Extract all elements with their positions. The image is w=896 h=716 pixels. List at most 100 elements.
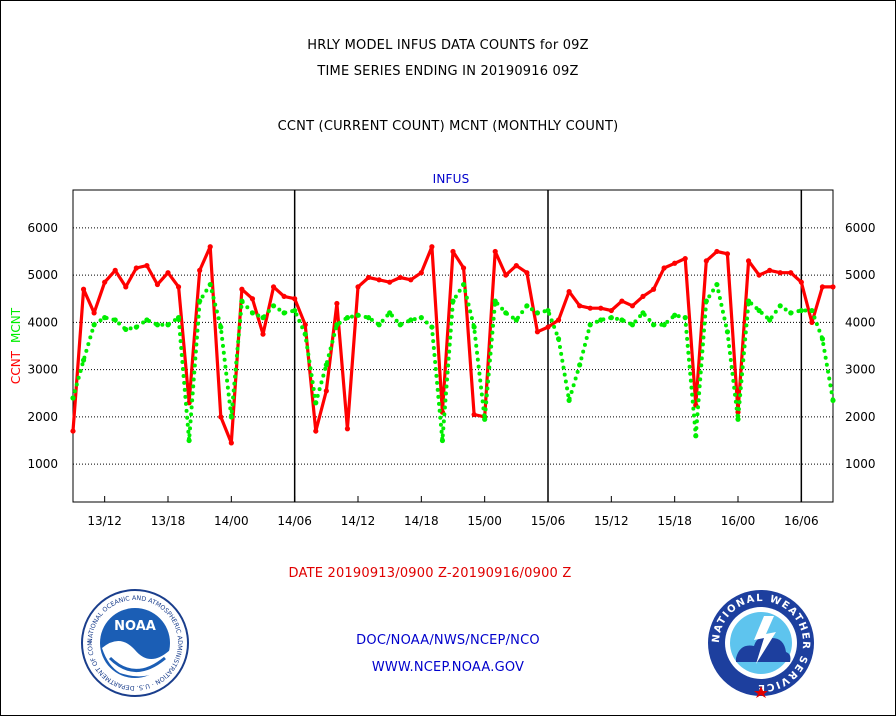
data-point-ccnt <box>788 270 794 276</box>
data-point-ccnt <box>376 277 382 283</box>
data-point-mcnt <box>672 312 678 318</box>
data-point-mcnt <box>545 307 551 314</box>
data-point-mcnt <box>587 322 593 328</box>
data-point-mcnt <box>91 322 97 328</box>
data-point-mcnt <box>703 298 709 304</box>
data-point-ccnt <box>598 305 604 311</box>
data-point-ccnt <box>460 265 467 271</box>
y-axis-label: CCNT MCNT <box>9 307 23 384</box>
footer-organization: DOC/NOAA/NWS/NCEP/NCO <box>356 633 540 648</box>
data-point-ccnt <box>471 411 477 418</box>
y-tick-label-right: 1000 <box>845 457 876 471</box>
data-point-mcnt <box>788 310 794 316</box>
data-point-mcnt <box>302 331 308 337</box>
data-point-ccnt <box>387 279 393 285</box>
data-point-mcnt <box>102 315 108 321</box>
nws-logo: NATIONAL WEATHER SERVICE <box>708 590 814 698</box>
y-tick-label-left: 3000 <box>27 363 58 377</box>
data-point-mcnt <box>460 281 467 288</box>
data-point-mcnt <box>281 310 287 316</box>
x-axis-label: DATE 20190913/0900 Z-20190916/0900 Z <box>288 566 572 581</box>
y-axis-label-ccnt: CCNT <box>9 350 23 384</box>
data-point-ccnt <box>777 270 783 276</box>
data-point-mcnt <box>207 281 213 288</box>
data-point-mcnt <box>429 324 435 330</box>
data-point-mcnt <box>323 362 329 368</box>
x-tick-label: 13/12 <box>87 514 122 528</box>
data-point-ccnt <box>745 258 752 264</box>
chart-title-line-2: TIME SERIES ENDING IN 20190916 09Z <box>317 64 579 79</box>
data-point-ccnt <box>133 265 139 271</box>
data-point-mcnt <box>735 416 741 422</box>
data-point-mcnt <box>566 397 572 403</box>
data-point-ccnt <box>577 303 583 309</box>
data-point-mcnt <box>524 303 530 309</box>
data-point-mcnt <box>777 303 783 309</box>
x-tick-label: 15/18 <box>657 514 692 528</box>
data-point-ccnt <box>650 286 657 292</box>
data-point-ccnt <box>355 284 361 290</box>
y-tick-label-left: 2000 <box>27 410 58 424</box>
data-point-ccnt <box>608 307 614 314</box>
data-point-ccnt <box>239 286 245 292</box>
data-point-mcnt <box>365 315 372 321</box>
data-point-ccnt <box>344 426 351 432</box>
y-tick-label-right: 3000 <box>845 363 876 377</box>
y-tick-label-right: 6000 <box>845 221 876 235</box>
data-point-mcnt <box>745 298 752 304</box>
data-point-ccnt <box>629 303 636 309</box>
data-point-mcnt <box>767 317 773 323</box>
plot-title: INFUS <box>432 172 470 186</box>
data-point-mcnt <box>292 307 298 314</box>
x-tick-label: 13/18 <box>151 514 186 528</box>
data-point-mcnt <box>482 416 488 422</box>
chart-subtitle: CCNT (CURRENT COUNT) MCNT (MONTHLY COUNT… <box>277 119 619 134</box>
data-point-ccnt <box>555 317 562 323</box>
data-point-mcnt <box>228 414 234 420</box>
data-point-ccnt <box>165 270 171 276</box>
data-point-mcnt <box>724 329 731 335</box>
data-point-ccnt <box>534 329 541 335</box>
data-point-mcnt <box>503 310 509 316</box>
y-tick-label-left: 6000 <box>27 221 58 235</box>
data-point-mcnt <box>260 315 266 321</box>
data-point-mcnt <box>344 315 351 321</box>
data-point-mcnt <box>471 324 477 330</box>
data-point-ccnt <box>112 267 118 273</box>
data-point-mcnt <box>693 433 699 439</box>
data-point-mcnt <box>123 326 129 333</box>
data-point-ccnt <box>323 388 329 394</box>
data-point-mcnt <box>218 324 224 330</box>
x-tick-label: 14/12 <box>341 514 376 528</box>
data-point-ccnt <box>292 296 298 302</box>
data-point-ccnt <box>313 428 319 434</box>
data-point-ccnt <box>154 281 161 288</box>
data-point-mcnt <box>534 310 541 316</box>
data-point-ccnt <box>798 279 804 285</box>
data-point-ccnt <box>619 298 625 304</box>
x-tick-label: 15/12 <box>594 514 629 528</box>
data-point-ccnt <box>503 272 509 278</box>
data-point-mcnt <box>492 298 498 304</box>
data-point-mcnt <box>819 336 826 342</box>
data-point-mcnt <box>133 324 139 330</box>
x-tick-label: 15/06 <box>531 514 566 528</box>
data-point-mcnt <box>197 298 203 304</box>
data-point-ccnt <box>513 263 519 269</box>
chart-title-line-1: HRLY MODEL INFUS DATA COUNTS for 09Z <box>307 38 589 53</box>
data-point-ccnt <box>334 300 340 307</box>
y-tick-label-left: 1000 <box>27 457 58 471</box>
x-tick-label: 16/06 <box>784 514 819 528</box>
data-point-ccnt <box>228 440 234 446</box>
data-point-mcnt <box>577 362 583 368</box>
data-point-mcnt <box>112 317 118 323</box>
data-point-mcnt <box>144 317 150 323</box>
data-point-ccnt <box>249 296 256 302</box>
data-point-mcnt <box>249 310 256 316</box>
data-point-mcnt <box>439 437 446 444</box>
x-tick-label: 16/00 <box>721 514 756 528</box>
data-point-ccnt <box>408 277 414 283</box>
data-point-mcnt <box>650 322 657 328</box>
data-point-ccnt <box>144 263 150 269</box>
data-point-ccnt <box>260 331 266 337</box>
